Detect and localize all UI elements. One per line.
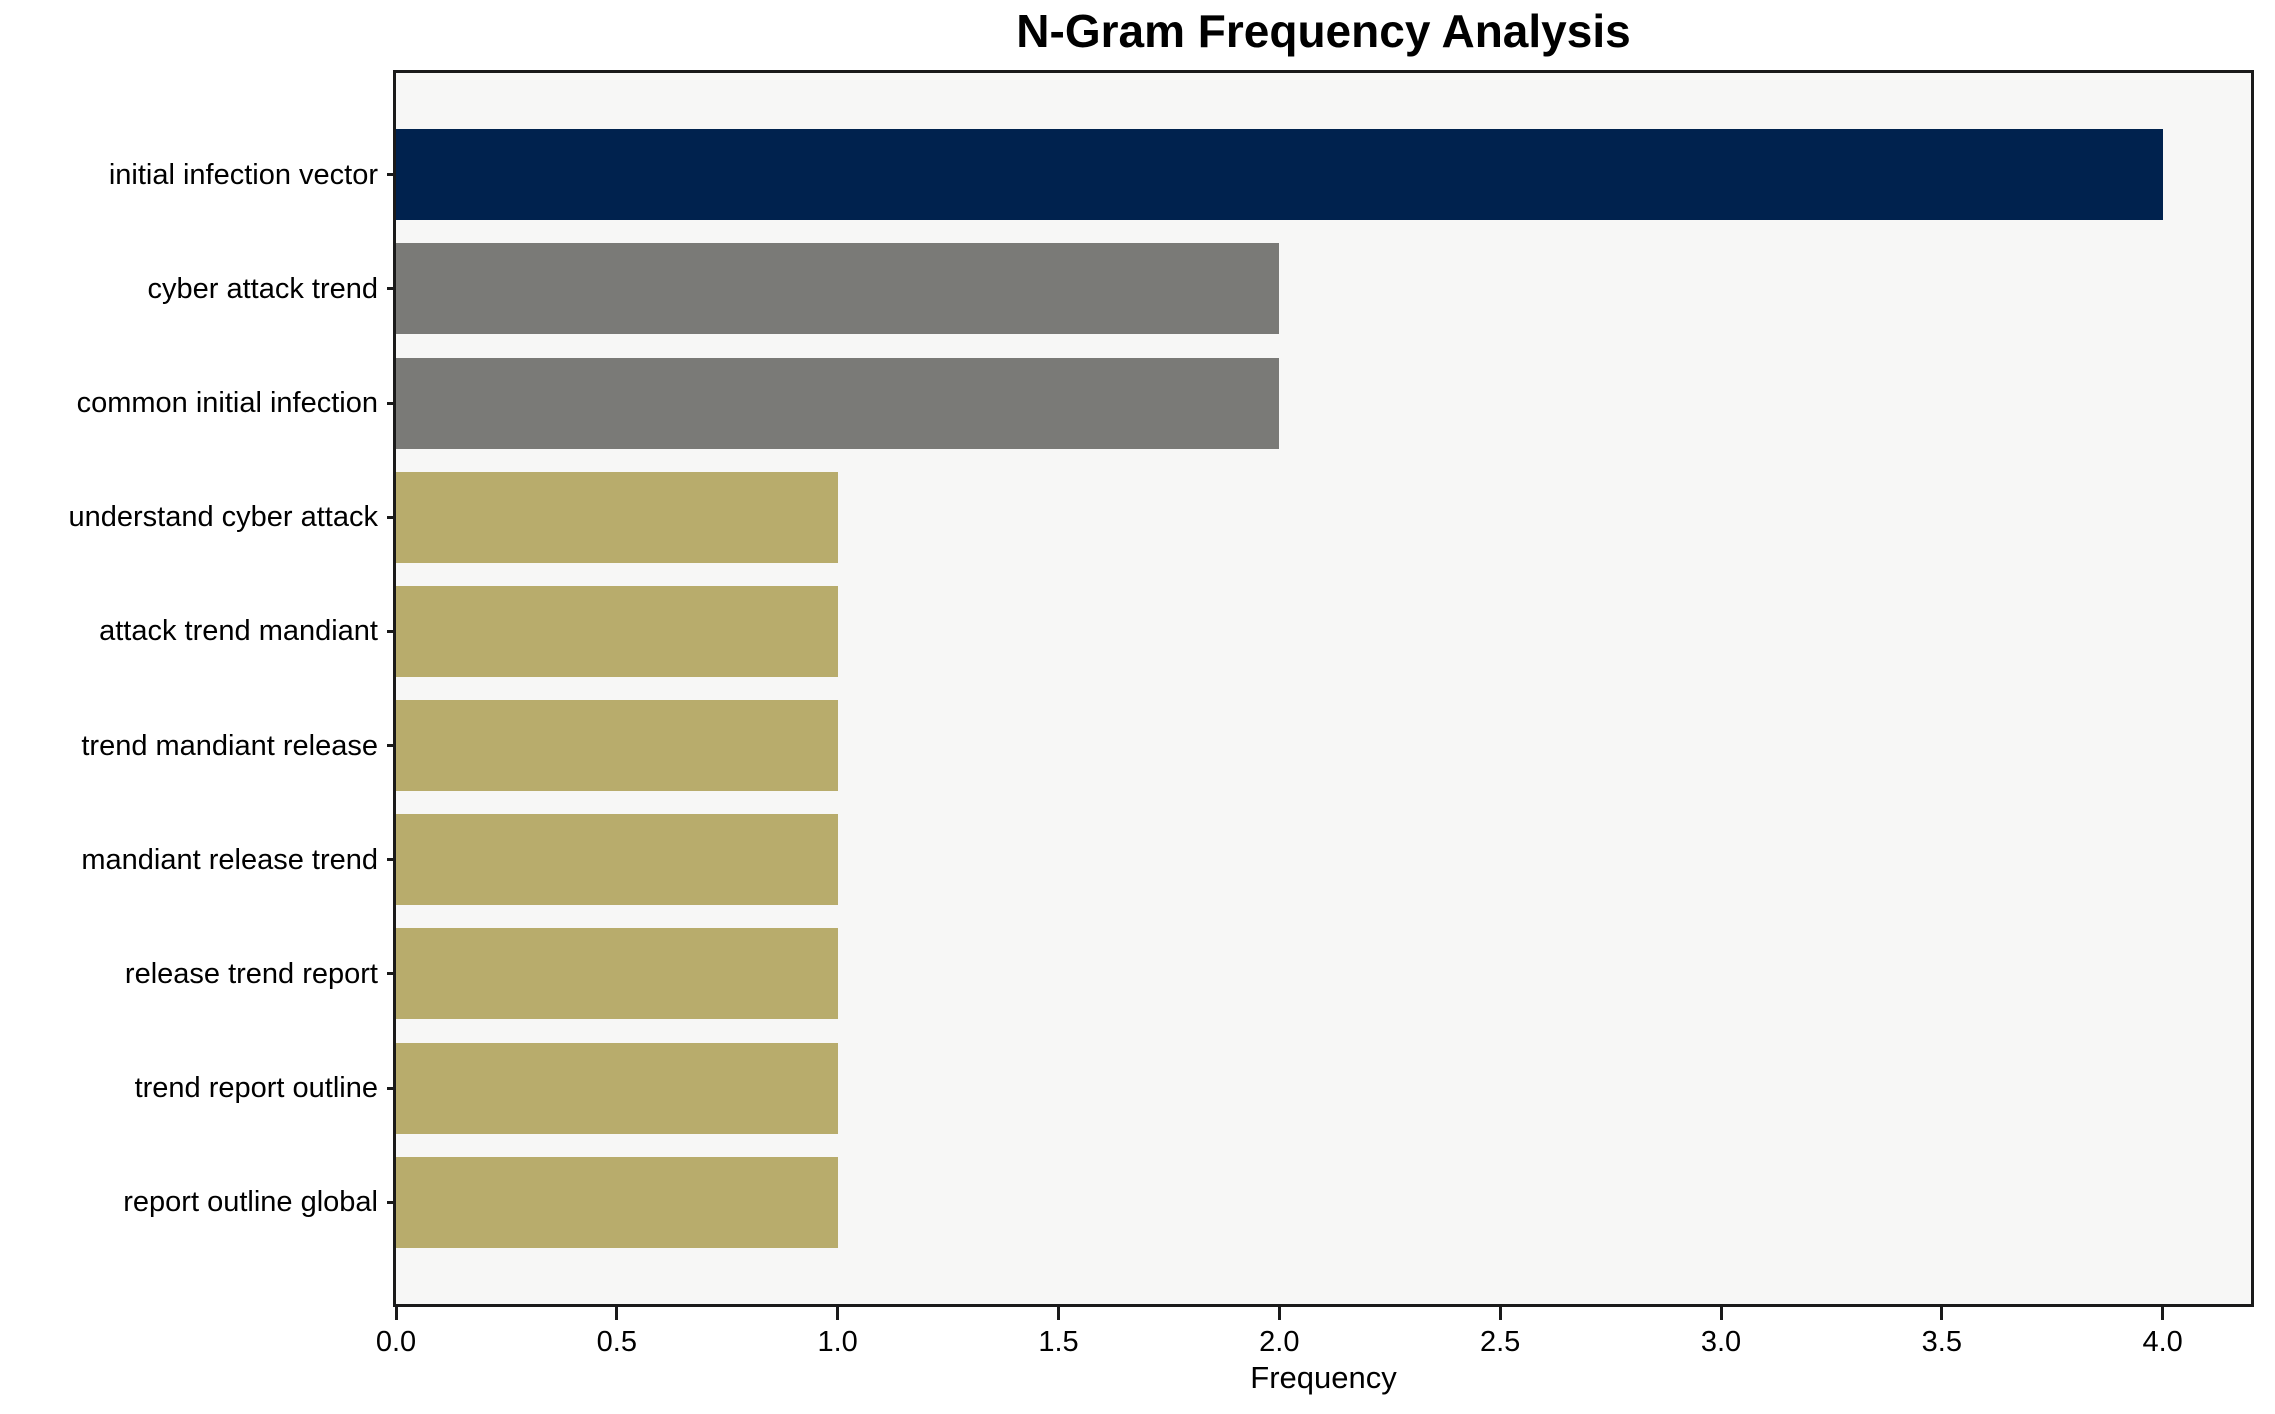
y-tick-mark [387,287,396,291]
x-tick-mark [1057,1307,1060,1320]
y-tick-mark [387,173,396,177]
bar-initial-infection-vector [396,129,2163,221]
y-tick-mark [387,1200,396,1204]
y-tick-label: trend report outline [134,1072,378,1105]
x-axis-title: Frequency [1250,1360,1397,1395]
x-tick-mark [2161,1307,2165,1320]
bar-attack-trend-mandiant [396,585,838,677]
x-tick-mark [1719,1307,1723,1320]
bar-common-initial-infection [396,357,1280,449]
bar-trend-report-outline [396,1042,838,1134]
bar-report-outline-global [396,1156,838,1248]
bar-cyber-attack-trend [396,243,1280,335]
chart-title: N-Gram Frequency Analysis [1016,5,1631,57]
y-tick-label: initial infection vector [108,158,378,191]
y-tick-mark [387,515,396,519]
y-tick-label: cyber attack trend [147,272,379,305]
x-tick-mark [1498,1307,1502,1320]
y-tick-mark [387,744,396,748]
bar-release-trend-report [396,928,838,1020]
x-tick-label: 0.5 [596,1326,637,1358]
plot-area [393,70,2254,1307]
x-tick-mark [1277,1307,1281,1320]
x-tick-mark [1940,1307,1944,1320]
x-tick-label: 3.5 [1921,1326,1962,1358]
x-tick-mark [836,1307,840,1320]
x-tick-label: 2.0 [1259,1326,1300,1358]
bar-trend-mandiant-release [396,700,838,792]
y-tick-mark [387,858,396,862]
x-tick-label: 1.5 [1038,1326,1079,1358]
y-tick-label: understand cyber attack [68,501,378,534]
y-tick-mark [387,1086,396,1090]
bar-understand-cyber-attack [396,471,838,563]
x-tick-label: 2.5 [1479,1326,1521,1358]
x-tick-mark [394,1307,398,1320]
y-tick-label: report outline global [123,1186,378,1219]
y-tick-label: mandiant release trend [81,843,378,876]
x-tick-label: 3.0 [1700,1326,1742,1358]
x-tick-label: 1.0 [817,1326,858,1358]
y-tick-label: common initial infection [76,387,378,420]
x-tick-mark [615,1307,619,1320]
x-tick-label: 4.0 [2142,1326,2183,1358]
y-tick-label: trend mandiant release [81,729,378,762]
y-tick-mark [387,629,396,633]
y-tick-label: attack trend mandiant [99,615,378,648]
y-tick-label: release trend report [124,957,378,990]
y-tick-mark [387,972,396,976]
y-tick-mark [387,401,396,405]
bar-mandiant-release-trend [396,814,838,906]
x-tick-label: 0.0 [375,1326,417,1358]
